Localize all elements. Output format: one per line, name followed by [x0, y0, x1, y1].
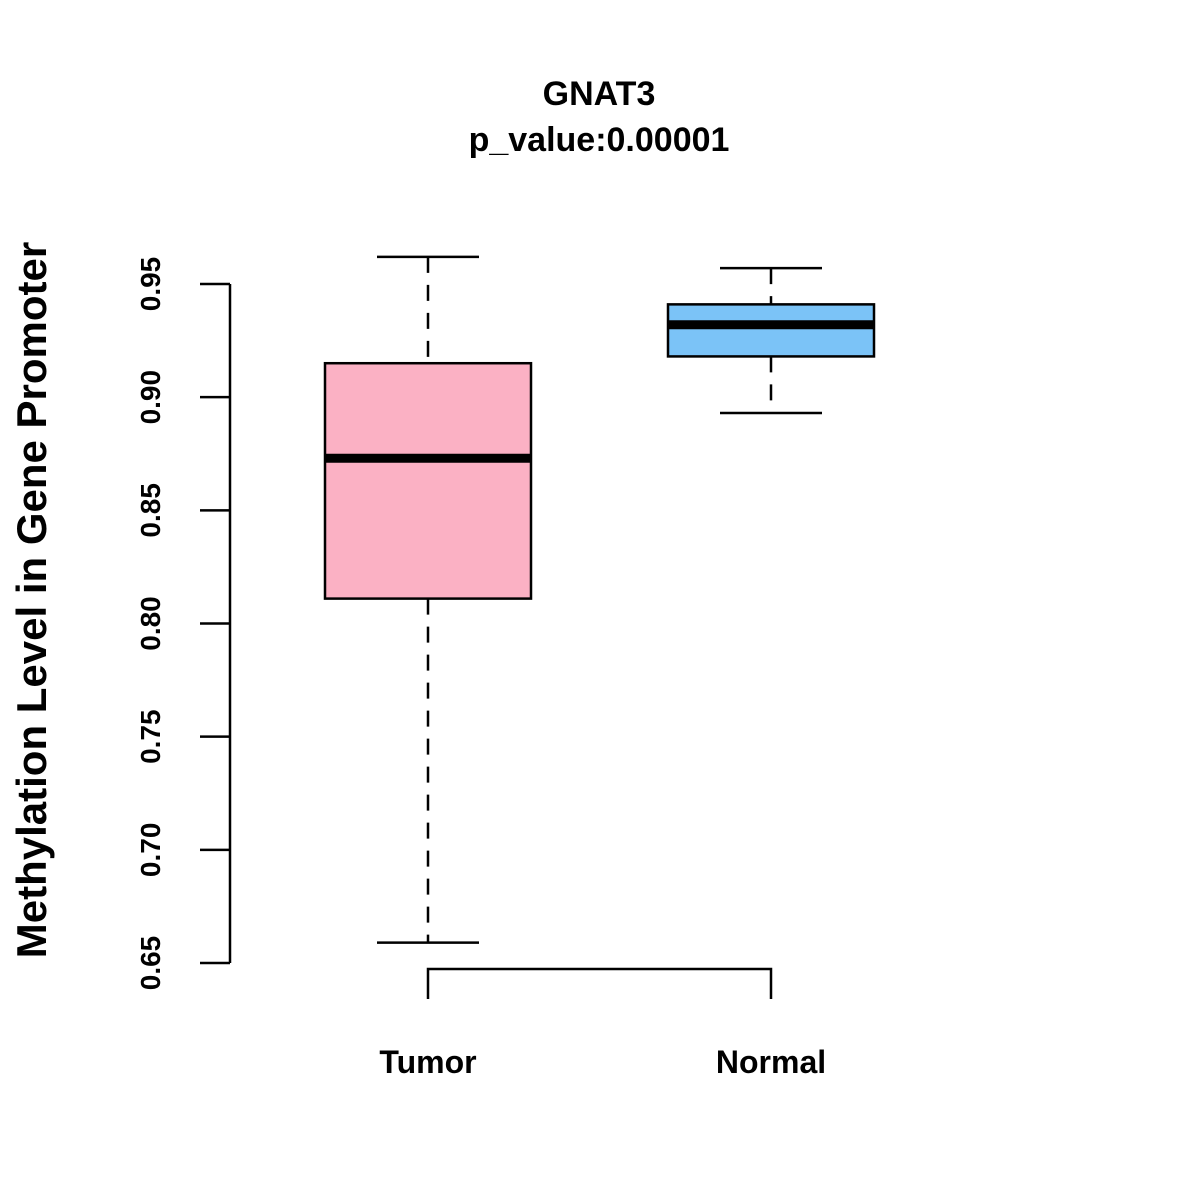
chart-title: GNAT3	[543, 75, 656, 113]
chart-subtitle: p_value:0.00001	[469, 121, 730, 159]
significance-bracket	[426, 967, 773, 999]
y-tick-label: 0.75	[135, 709, 166, 764]
y-tick-label: 0.65	[135, 936, 166, 991]
y-tick-label: 0.85	[135, 483, 166, 538]
y-tick-label: 0.70	[135, 823, 166, 878]
y-tick-label: 0.80	[135, 596, 166, 651]
iqr-box	[323, 361, 533, 600]
x-category-label: Tumor	[379, 1044, 476, 1080]
box-tumor: Tumor	[323, 255, 533, 1080]
y-axis-label: Methylation Level in Gene Promoter	[8, 242, 55, 958]
y-tick-label: 0.95	[135, 257, 166, 312]
box-normal: Normal	[666, 266, 876, 1080]
iqr-box	[666, 303, 876, 358]
plot-area: 0.65 0.70 0.75 0.80 0.85 0.90 0.95 Tumor Normal	[135, 255, 876, 1080]
x-category-label: Normal	[716, 1044, 826, 1080]
y-tick-label: 0.90	[135, 370, 166, 425]
